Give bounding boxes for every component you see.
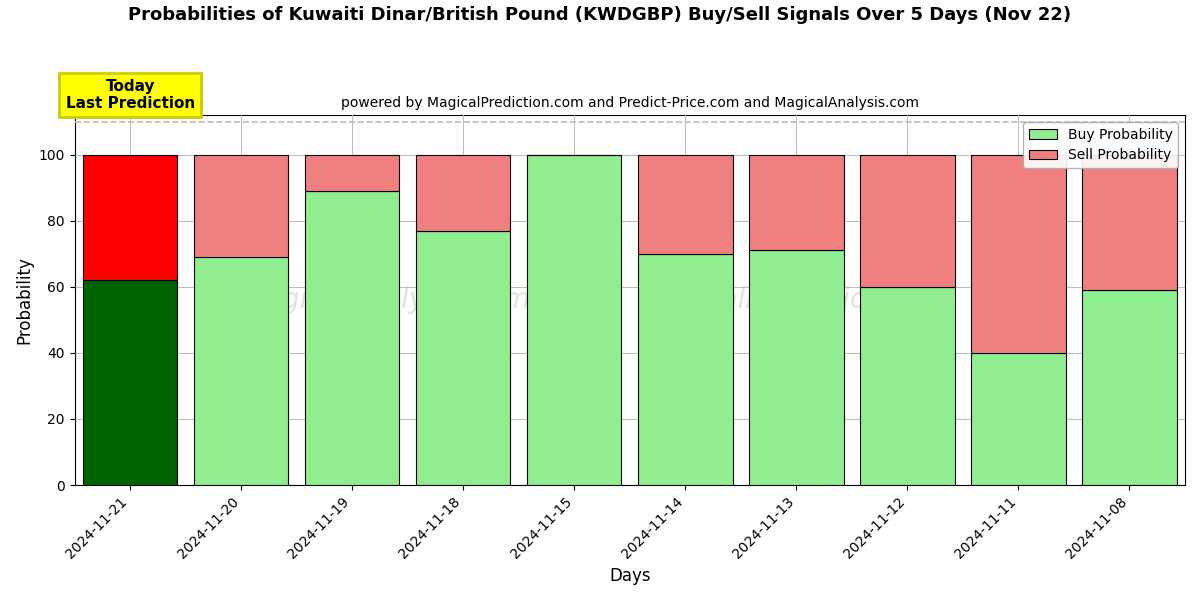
Bar	[638, 155, 732, 254]
X-axis label: Days: Days	[610, 567, 650, 585]
Bar	[860, 155, 955, 287]
Bar	[416, 230, 510, 485]
Bar	[971, 155, 1066, 353]
Bar	[527, 155, 622, 485]
Bar	[749, 155, 844, 250]
Legend: Buy Probability, Sell Probability: Buy Probability, Sell Probability	[1024, 122, 1178, 168]
Bar	[83, 155, 178, 280]
Y-axis label: Probability: Probability	[16, 256, 34, 344]
Bar	[1082, 290, 1177, 485]
Bar	[971, 353, 1066, 485]
Bar	[83, 280, 178, 485]
Bar	[749, 250, 844, 485]
Text: Probabilities of Kuwaiti Dinar/British Pound (KWDGBP) Buy/Sell Signals Over 5 Da: Probabilities of Kuwaiti Dinar/British P…	[128, 6, 1072, 24]
Bar	[305, 155, 400, 191]
Bar	[1082, 155, 1177, 290]
Title: powered by MagicalPrediction.com and Predict-Price.com and MagicalAnalysis.com: powered by MagicalPrediction.com and Pre…	[341, 95, 919, 110]
Bar	[194, 155, 288, 257]
Bar	[305, 191, 400, 485]
Bar	[860, 287, 955, 485]
Bar	[194, 257, 288, 485]
Text: MagicalAnalysis.com: MagicalAnalysis.com	[241, 286, 530, 314]
Bar	[416, 155, 510, 230]
Text: Today
Last Prediction: Today Last Prediction	[66, 79, 194, 112]
Bar	[638, 254, 732, 485]
Text: MagicalPrediction.com: MagicalPrediction.com	[640, 286, 953, 314]
